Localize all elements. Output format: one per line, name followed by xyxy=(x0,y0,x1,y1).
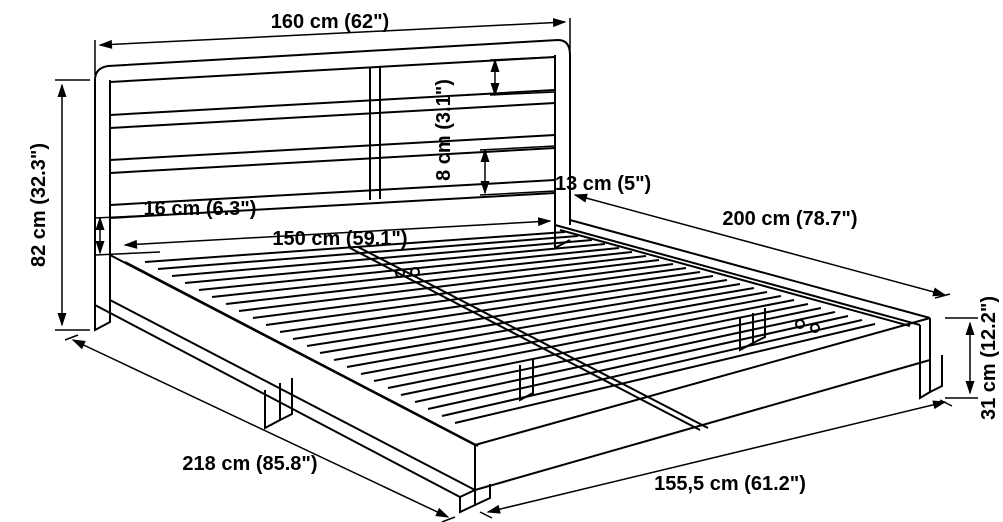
label-slat-gap: 8 cm (3.1") xyxy=(433,79,455,181)
label-mattress-width: 150 cm (59.1") xyxy=(272,228,407,250)
label-total-length: 218 cm (85.8") xyxy=(182,453,317,475)
label-frame-height: 31 cm (12.2") xyxy=(978,296,1000,420)
bed-frame-diagram: 160 cm (62") 8 cm (3.1") 82 cm (32.3") 1… xyxy=(0,0,1003,522)
label-mattress-length: 200 cm (78.7") xyxy=(722,208,857,230)
label-slat-depth: 13 cm (5") xyxy=(555,173,651,195)
label-inner-detail: 16 cm (6.3") xyxy=(144,198,257,220)
label-total-width: 155,5 cm (61.2") xyxy=(654,473,806,495)
bed-drawing xyxy=(95,40,942,512)
label-total-height: 82 cm (32.3") xyxy=(28,143,50,267)
label-headboard-width: 160 cm (62") xyxy=(271,11,389,33)
